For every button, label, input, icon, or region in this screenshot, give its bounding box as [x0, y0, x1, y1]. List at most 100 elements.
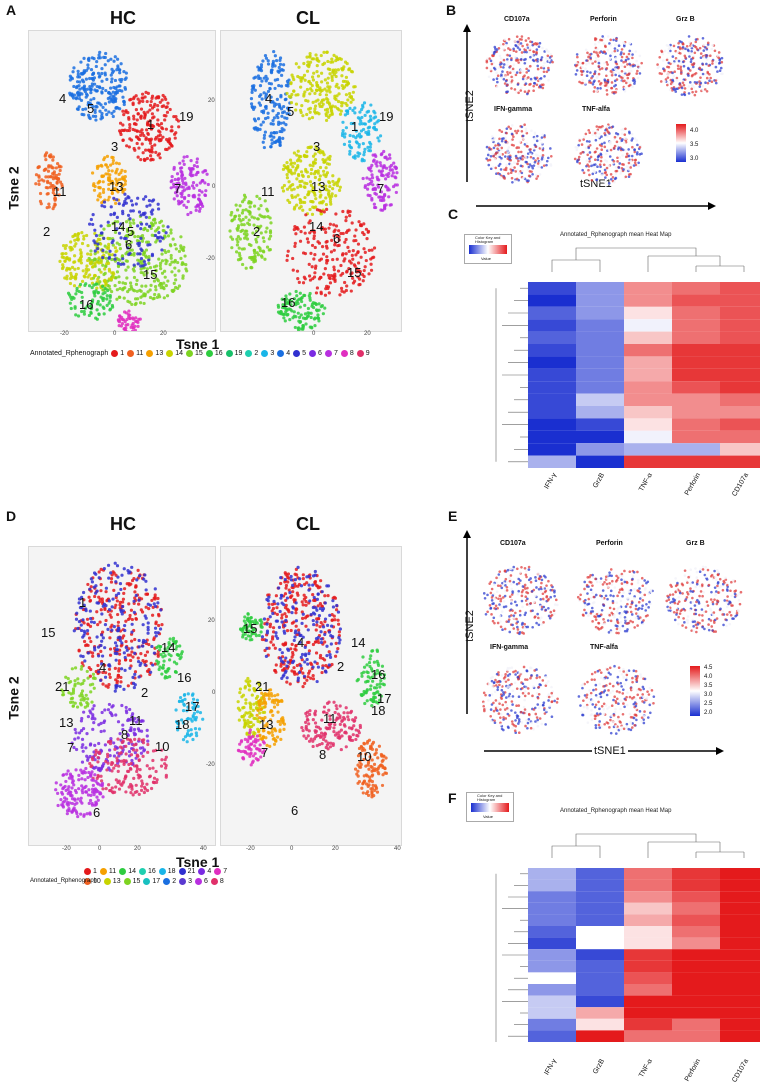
tsne-point — [103, 729, 106, 732]
tsne-point — [88, 600, 91, 603]
tsne-point — [164, 675, 167, 678]
tsne-point — [153, 293, 156, 296]
tsne-point — [112, 589, 115, 592]
tsne-point — [99, 650, 102, 653]
tsne-point — [181, 277, 184, 280]
tsne-point — [94, 115, 97, 118]
marker-point — [532, 85, 535, 88]
tsne-point — [107, 683, 110, 686]
tsne-point — [293, 228, 296, 231]
tsne-point — [154, 151, 157, 154]
tsne-point — [110, 77, 113, 80]
tsne-point — [352, 135, 355, 138]
tsne-point — [311, 265, 314, 268]
tsne-point — [89, 249, 92, 252]
tsne-point — [87, 596, 90, 599]
b-ylabel: tSNE2 — [464, 90, 476, 122]
tsne-point — [365, 237, 368, 240]
c-heat-cell — [672, 456, 720, 468]
tsne-point — [290, 74, 293, 77]
marker-point — [708, 73, 711, 76]
tsne-point — [271, 63, 274, 66]
tsne-point — [122, 204, 125, 207]
tsne-point — [393, 165, 396, 168]
b-x-arrow — [476, 196, 716, 210]
marker-point — [614, 136, 617, 139]
tsne-point — [81, 661, 84, 664]
tsne-point — [124, 78, 127, 81]
tsne-point — [303, 225, 306, 228]
tsne-point — [130, 650, 133, 653]
tsne-point — [352, 85, 355, 88]
marker-point — [613, 160, 616, 163]
tsne-point — [83, 69, 86, 72]
tsne-point — [146, 229, 149, 232]
marker-point — [603, 132, 606, 135]
tsne-point — [113, 254, 116, 257]
tsne-point — [139, 134, 142, 137]
tsne-point — [154, 138, 157, 141]
tsne-point — [191, 738, 194, 741]
tsne-point — [137, 599, 140, 602]
tsne-point — [238, 214, 241, 217]
marker-point — [550, 155, 553, 158]
c-heat-cell — [576, 406, 624, 418]
tsne-point — [283, 110, 286, 113]
marker-point — [584, 67, 587, 70]
marker-point — [517, 91, 520, 94]
tsne-point — [142, 623, 145, 626]
tsne-point — [146, 632, 149, 635]
marker-point — [486, 67, 489, 70]
tsne-point — [90, 218, 93, 221]
marker-point — [680, 72, 683, 75]
marker-point — [680, 70, 683, 73]
marker-point — [549, 53, 552, 56]
tsne-point — [199, 207, 202, 210]
tsne-point — [314, 104, 317, 107]
marker-point — [662, 59, 665, 62]
marker-point — [721, 61, 724, 64]
tsne-point — [120, 78, 123, 81]
marker-point — [533, 164, 536, 167]
tsne-point — [138, 645, 141, 648]
marker-point — [493, 147, 496, 150]
tsne-point — [186, 734, 189, 737]
tsne-point — [313, 92, 316, 95]
tsne-point — [85, 78, 88, 81]
tsne-point — [341, 272, 344, 275]
tsne-point — [286, 173, 289, 176]
marker-point — [508, 54, 511, 57]
tsne-point — [98, 74, 101, 77]
marker-point — [708, 79, 711, 82]
tsne-point — [246, 222, 249, 225]
tsne-point — [163, 270, 166, 273]
tsne-point — [189, 173, 192, 176]
tsne-point — [349, 134, 352, 137]
tsne-point — [136, 197, 139, 200]
marker-point — [600, 135, 603, 138]
tsne-point — [326, 259, 329, 262]
tsne-point — [69, 282, 72, 285]
tsne-point — [228, 229, 231, 232]
tsne-point — [291, 165, 294, 168]
tsne-point — [65, 244, 68, 247]
marker-point — [603, 142, 606, 145]
tsne-point — [156, 123, 159, 126]
cluster-label: 7 — [377, 181, 384, 196]
marker-point — [625, 138, 628, 141]
tsne-point — [312, 57, 315, 60]
d-ylabel: Tsne 2 — [6, 676, 22, 719]
marker-point — [599, 87, 602, 90]
tsne-point — [245, 233, 248, 236]
tsne-point — [141, 93, 144, 96]
marker-point — [509, 65, 512, 68]
tsne-point — [108, 250, 111, 253]
tsne-point — [314, 197, 317, 200]
tsne-point — [128, 708, 131, 711]
tsne-point — [83, 659, 86, 662]
marker-point — [667, 76, 670, 79]
tsne-point — [359, 120, 362, 123]
tsne-point — [109, 294, 112, 297]
tsne-point — [93, 189, 96, 192]
tsne-point — [133, 611, 136, 614]
